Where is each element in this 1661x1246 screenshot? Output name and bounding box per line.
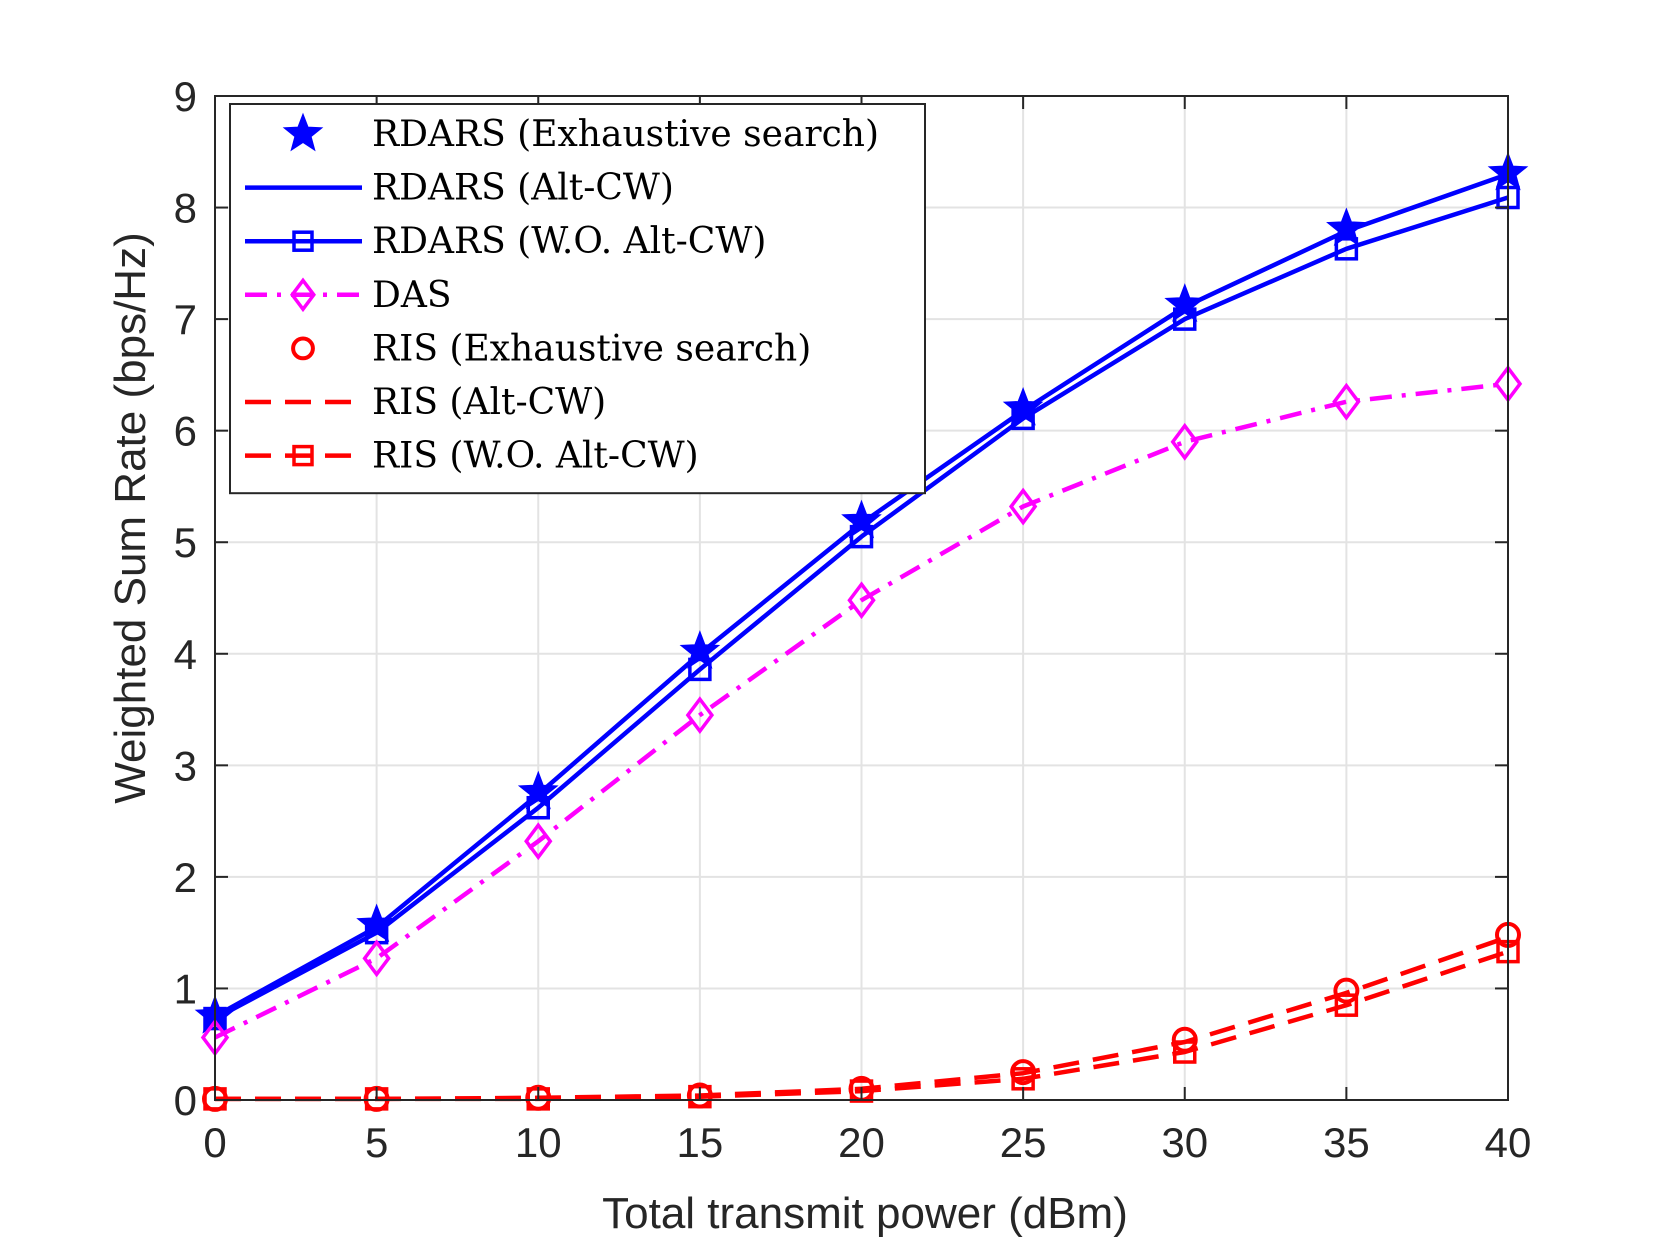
legend-entry-7-marker [292,444,314,467]
series-1-point-10 [517,770,559,810]
legend-entry-3-label: RDARS (W.O. Alt-CW) [372,221,766,262]
legend-entry-5-label: RIS (Exhaustive search) [372,328,811,369]
x-tick-label-25: 25 [1000,1119,1047,1166]
legend-entry-6-label: RIS (Alt-CW) [372,382,606,423]
series-4-point-15 [685,696,715,735]
series-3-point-10 [526,795,550,820]
x-tick-label-10: 10 [515,1119,562,1166]
legend-entry-6: RIS (Alt-CW) [245,382,606,423]
x-tick-label-30: 30 [1161,1119,1208,1166]
x-tick-label-35: 35 [1323,1119,1370,1166]
x-tick-label-0: 0 [203,1119,226,1166]
legend-entry-2: RDARS (Alt-CW) [245,168,674,209]
series-2 [213,171,1509,1019]
legend-box [229,103,926,495]
series-4-point-5 [362,939,391,978]
x-tick-label-40: 40 [1485,1119,1532,1166]
legend-entry-4-label: DAS [372,275,452,316]
y-tick-label-0: 0 [174,1077,197,1124]
legend-entry-5-marker [291,336,315,361]
legend-entry-4: DAS [245,275,452,316]
series-3-point-25 [1011,406,1035,431]
series-4-point-20 [847,581,876,620]
y-tick-label-3: 3 [174,742,197,789]
series-7-point-35 [1334,993,1359,1017]
axes: 0 5 10 15 20 25 30 35 40 0 1 2 3 4 5 6 7 8 9 [174,73,1532,1166]
series-2-line [213,171,1509,1019]
series-4-point-25 [1008,487,1038,526]
legend-entry-3: RDARS (W.O. Alt-CW) [245,221,766,262]
series-4-point-35 [1332,382,1361,421]
y-tick-label-7: 7 [174,296,197,343]
legend-entry-4-marker [290,277,316,313]
legend-entry-5: RIS (Exhaustive search) [291,328,811,369]
y-tick-label-1: 1 [174,965,197,1012]
legend-entry-1-marker [282,112,324,152]
x-tick-label-5: 5 [365,1119,388,1166]
legend: RDARS (Exhaustive search) RDARS (Alt-CW) R… [229,103,926,495]
y-tick-label-2: 2 [174,854,197,901]
series-3 [203,185,1520,1031]
legend-entry-7-label: RIS (W.O. Alt-CW) [372,436,699,477]
legend-entry-3-marker [292,230,314,252]
series-3-point-15 [688,657,712,682]
legend-entry-7: RIS (W.O. Alt-CW) [245,436,699,477]
y-tick-label-8: 8 [174,185,197,232]
series-3-point-30 [1173,307,1197,331]
x-tick-label-20: 20 [838,1119,885,1166]
legend-entry-1: RDARS (Exhaustive search) [282,112,879,155]
legend-entry-2-label: RDARS (Alt-CW) [372,168,674,209]
x-axis-title: Total transmit power (dBm) [602,1189,1128,1238]
y-tick-label-5: 5 [174,519,197,566]
series-3-point-35 [1334,237,1359,261]
y-tick-label-4: 4 [174,631,197,678]
series-7-point-20 [849,1079,874,1103]
y-tick-label-6: 6 [174,408,197,455]
series-3-point-20 [849,524,874,549]
legend-entry-1-label: RDARS (Exhaustive search) [372,114,879,155]
series-4-point-30 [1170,422,1199,461]
series-7-point-15 [688,1084,712,1109]
series-7-point-30 [1173,1040,1197,1064]
x-tick-label-15: 15 [677,1119,724,1166]
series-4-point-10 [524,822,553,861]
y-tick-label-9: 9 [174,73,197,120]
series-5-point-35 [1333,977,1360,1004]
series-4-line [214,381,1509,1040]
y-axis-title: Weighted Sum Rate (bps/Hz) [106,232,155,803]
series-3-line [213,195,1509,1021]
